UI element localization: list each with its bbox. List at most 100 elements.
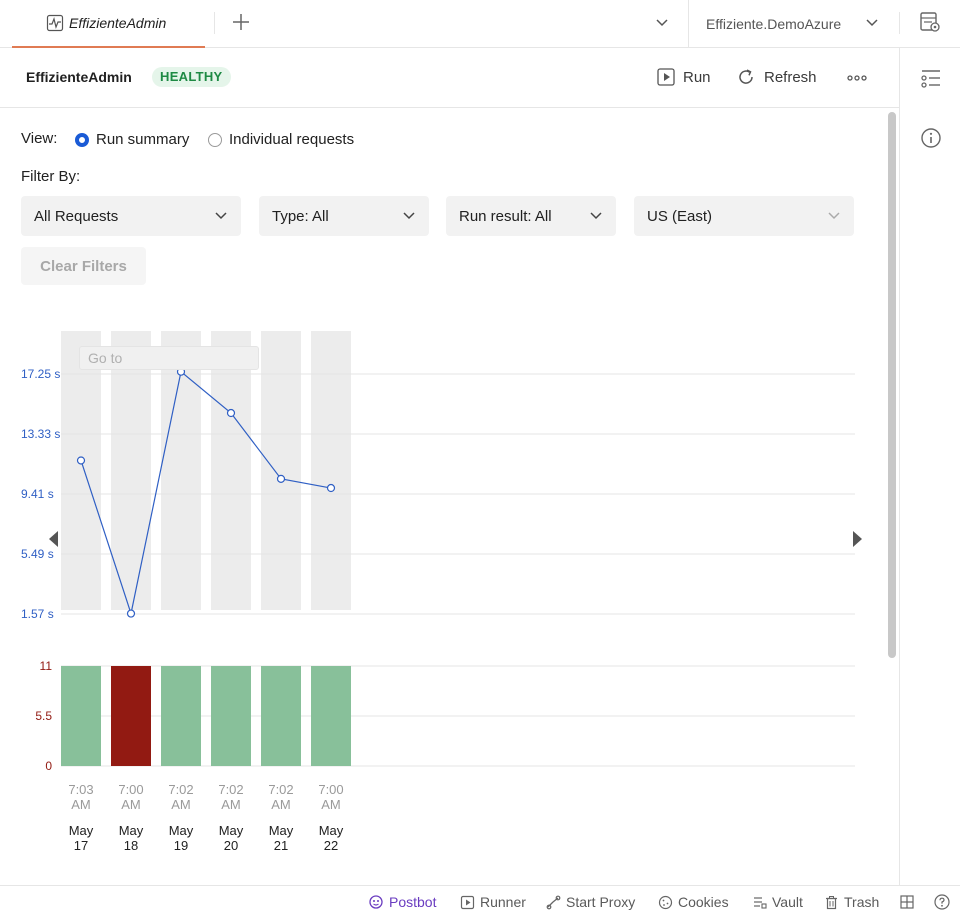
environment-chevron-down-icon[interactable] bbox=[862, 13, 882, 33]
run-label: Run bbox=[683, 68, 711, 86]
refresh-button[interactable]: Refresh bbox=[736, 63, 817, 91]
environment-quick-look-icon[interactable] bbox=[918, 10, 942, 34]
trash-button[interactable]: Trash bbox=[824, 886, 879, 918]
status-bar: Postbot Runner Start Proxy Cookies Vault bbox=[0, 885, 960, 917]
bar-y-tick-label: 11 bbox=[40, 659, 53, 673]
run-button[interactable]: Run bbox=[656, 63, 711, 91]
x-label: 7:00 AM May 22 bbox=[306, 782, 356, 853]
run-result-bar[interactable] bbox=[111, 666, 151, 766]
cookies-label: Cookies bbox=[678, 894, 729, 910]
trash-icon bbox=[826, 895, 837, 909]
start-proxy-button[interactable]: Start Proxy bbox=[546, 886, 635, 918]
x-label-date: May 22 bbox=[318, 823, 344, 853]
start-proxy-label: Start Proxy bbox=[566, 894, 636, 910]
vault-button[interactable]: Vault bbox=[752, 886, 803, 918]
type-filter-value: Type: All bbox=[272, 207, 329, 225]
right-sidebar bbox=[899, 48, 960, 885]
run-result-bar[interactable] bbox=[61, 666, 101, 766]
y-tick-label: 13.33 s bbox=[21, 427, 60, 441]
play-icon bbox=[657, 68, 675, 86]
goto-input[interactable]: Go to bbox=[79, 346, 259, 370]
help-icon[interactable] bbox=[934, 894, 950, 910]
radio-run-summary[interactable]: Run summary bbox=[75, 131, 189, 148]
new-tab-plus-icon[interactable] bbox=[229, 10, 253, 34]
goto-placeholder: Go to bbox=[88, 350, 123, 366]
environment-name: Effiziente.DemoAzure bbox=[706, 16, 842, 32]
view-label: View: bbox=[21, 130, 58, 147]
chevron-down-icon bbox=[828, 212, 840, 220]
region-filter-select[interactable]: US (East) bbox=[634, 196, 854, 236]
run-result-bar[interactable] bbox=[211, 666, 251, 766]
x-label: 7:03 AM May 17 bbox=[56, 782, 106, 853]
more-options-icon[interactable] bbox=[845, 66, 869, 90]
chevron-down-icon bbox=[215, 212, 227, 220]
data-point bbox=[126, 609, 136, 618]
run-column-band bbox=[211, 331, 251, 610]
region-filter-value: US (East) bbox=[647, 207, 713, 225]
y-tick-label: 5.49 s bbox=[21, 547, 54, 561]
divider bbox=[688, 0, 689, 48]
run-column-band bbox=[261, 331, 301, 610]
data-point bbox=[76, 456, 86, 465]
postbot-icon bbox=[369, 895, 383, 909]
runner-label: Runner bbox=[480, 894, 526, 910]
response-time-line bbox=[80, 370, 332, 616]
x-label: 7:00 AM May 18 bbox=[106, 782, 156, 853]
x-label-time: 7:00 AM bbox=[118, 782, 144, 812]
top-bar: EffizienteAdmin Effiziente.DemoAzure bbox=[0, 0, 960, 48]
data-point bbox=[326, 483, 336, 493]
divider bbox=[214, 12, 215, 34]
run-result-bar[interactable] bbox=[311, 666, 351, 766]
activity-list-icon[interactable] bbox=[920, 67, 942, 89]
postbot-button[interactable]: Postbot bbox=[368, 886, 436, 918]
x-label: 7:02 AM May 20 bbox=[206, 782, 256, 853]
environment-select[interactable]: Effiziente.DemoAzure bbox=[690, 0, 890, 48]
x-label-date: May 19 bbox=[168, 823, 194, 853]
requests-filter-value: All Requests bbox=[34, 207, 119, 225]
vault-label: Vault bbox=[772, 894, 803, 910]
x-label-date: May 20 bbox=[218, 823, 244, 853]
y-tick-label: 17.25 s bbox=[21, 367, 60, 381]
monitor-content: View: Run summary Individual requests Fi… bbox=[0, 108, 899, 885]
runner-button[interactable]: Runner bbox=[460, 886, 526, 918]
x-label-date: May 18 bbox=[118, 823, 144, 853]
scrollbar[interactable] bbox=[888, 112, 896, 658]
runner-icon bbox=[460, 895, 475, 909]
x-label-date: May 17 bbox=[68, 823, 94, 853]
run-result-bar[interactable] bbox=[161, 666, 201, 766]
run-result-filter-select[interactable]: Run result: All bbox=[446, 196, 616, 236]
cookies-button[interactable]: Cookies bbox=[658, 886, 729, 918]
vault-icon bbox=[754, 896, 767, 909]
run-result-bar[interactable] bbox=[261, 666, 301, 766]
run-column-band bbox=[61, 331, 101, 610]
x-label-time: 7:02 AM bbox=[218, 782, 244, 812]
refresh-icon bbox=[739, 69, 753, 84]
clear-filters-button[interactable]: Clear Filters bbox=[21, 247, 146, 285]
radio-selected-icon bbox=[75, 132, 89, 147]
monitor-chart: 17.25 s 13.33 s 9.41 s 5.49 s 1.57 s 11 5.5 0 bbox=[21, 331, 862, 773]
divider bbox=[899, 12, 900, 34]
scroll-right-arrow-icon[interactable] bbox=[853, 531, 862, 547]
proxy-icon bbox=[546, 895, 561, 909]
radio-run-summary-label: Run summary bbox=[96, 131, 190, 148]
page-title: EffizienteAdmin bbox=[26, 69, 132, 85]
requests-filter-select[interactable]: All Requests bbox=[21, 196, 241, 236]
bar-y-tick-label: 0 bbox=[45, 759, 52, 773]
type-filter-select[interactable]: Type: All bbox=[259, 196, 429, 236]
info-icon[interactable] bbox=[920, 127, 942, 149]
x-label-time: 7:02 AM bbox=[268, 782, 294, 812]
refresh-label: Refresh bbox=[764, 68, 817, 86]
data-point bbox=[226, 408, 236, 418]
trash-label: Trash bbox=[844, 894, 880, 910]
y-tick-label: 1.57 s bbox=[21, 607, 54, 621]
tab-effiziente-admin[interactable]: EffizienteAdmin bbox=[12, 0, 205, 48]
run-column-band bbox=[161, 331, 201, 610]
x-label-date: May 21 bbox=[268, 823, 294, 853]
scroll-left-arrow-icon[interactable] bbox=[49, 531, 58, 547]
tabs-chevron-down-icon[interactable] bbox=[651, 12, 673, 34]
cookie-icon bbox=[658, 895, 673, 909]
two-pane-icon[interactable] bbox=[900, 895, 914, 909]
postbot-label: Postbot bbox=[389, 894, 437, 910]
clear-filters-label: Clear Filters bbox=[40, 257, 127, 275]
radio-individual-requests[interactable]: Individual requests bbox=[208, 131, 354, 148]
